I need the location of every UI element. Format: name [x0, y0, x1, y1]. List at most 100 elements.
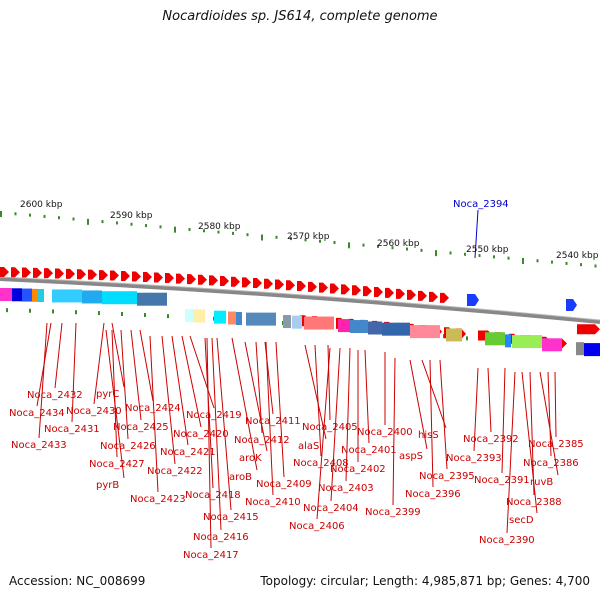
leader-line	[304, 344, 327, 440]
gene-label: Noca_2404	[303, 503, 359, 514]
gene-label: Noca_2424	[125, 403, 181, 414]
gene-label: Noca_2422	[147, 466, 203, 477]
scale-tick	[464, 252, 466, 256]
gene-arrow	[352, 285, 361, 296]
scale-tick	[72, 217, 75, 221]
leader-line	[439, 359, 448, 470]
scale-tick	[217, 230, 220, 234]
gene-arrow	[209, 275, 218, 286]
gene-arrow	[363, 286, 372, 297]
gene-label: Noca_2418	[185, 490, 241, 501]
inner-tick	[98, 311, 100, 316]
leader-line	[189, 335, 215, 409]
scale-tick	[348, 242, 350, 249]
gene-arrow	[110, 270, 119, 281]
gene-label: aroK	[239, 453, 262, 464]
scale-label-2560: 2560 kbp	[377, 239, 420, 249]
leader-line	[111, 322, 125, 388]
cog-block	[236, 311, 242, 325]
scale-tick	[101, 220, 104, 224]
scale-tick	[116, 221, 118, 225]
cog-block	[410, 325, 440, 339]
scale-ticks	[0, 211, 597, 268]
gene-arrow	[99, 270, 108, 281]
gene-label: Noca_2412	[234, 435, 290, 446]
gene-arrow	[143, 271, 152, 282]
leader-line	[275, 341, 285, 478]
scale-tick	[435, 250, 437, 257]
gene-arrow	[242, 277, 251, 288]
scale-tick	[304, 238, 307, 242]
gene-arrow	[286, 280, 295, 291]
leader-line	[211, 337, 222, 531]
scale-tick	[507, 256, 510, 260]
gene-arrow	[275, 279, 284, 290]
gene-arrow	[165, 273, 174, 284]
scale-tick	[551, 260, 553, 264]
scale-tick	[87, 218, 89, 225]
scale-tick	[406, 247, 408, 251]
cog-block	[38, 289, 44, 303]
gene-arrow	[176, 273, 185, 284]
gene-label: Noca_2399	[365, 507, 421, 518]
leader-line	[421, 359, 447, 429]
genome-backbone	[0, 277, 600, 324]
gene-arrow	[88, 269, 97, 280]
gene-labels: Noca_2432 Noca_2434 Noca_2431 Noca_2433 pyrC…	[9, 389, 584, 561]
gene-label: aroB	[229, 472, 252, 483]
gene-label: Noca_2421	[160, 447, 216, 458]
cog-block	[82, 290, 102, 304]
gene-arrow	[121, 271, 130, 282]
leader-line	[409, 359, 428, 450]
leader-line	[120, 329, 129, 440]
gene-arrow	[55, 268, 64, 279]
scale-tick	[159, 225, 162, 229]
leader-line	[327, 344, 331, 421]
inner-ticks	[6, 308, 583, 353]
leader-line	[539, 371, 559, 476]
leader-line	[204, 337, 214, 489]
accession-text: Accession: NC_008699	[9, 574, 146, 588]
scale-tick	[565, 261, 568, 265]
gene-arrow	[77, 269, 86, 280]
scale-label-2570: 2570 kbp	[287, 232, 330, 242]
leader-line	[111, 329, 118, 458]
cog-block	[228, 311, 236, 325]
cog-block	[12, 288, 22, 302]
leader-line	[364, 349, 370, 444]
gene-label: Noca_2405	[302, 422, 358, 433]
cog-block	[505, 334, 511, 348]
gene-arrow	[577, 324, 600, 335]
scale-tick	[188, 227, 191, 231]
genome-info-text: Topology: circular; Length: 4,985,871 bp…	[260, 574, 590, 588]
gene-label: hisS	[418, 430, 439, 441]
gene-arrow	[440, 292, 449, 303]
gene-label: Noca_2419	[186, 410, 242, 421]
cog-block	[338, 319, 350, 333]
gene-label: Noca_2409	[256, 479, 312, 490]
gene-arrow	[407, 289, 416, 300]
gene-arrow	[0, 267, 9, 277]
cog-block	[52, 289, 82, 303]
gene-arrow	[66, 268, 75, 279]
gene-label: Noca_2415	[203, 512, 259, 523]
leader-line	[316, 347, 331, 520]
highlight-leader	[474, 209, 479, 259]
gene-label: Noca_2396	[405, 489, 461, 500]
inner-tick	[75, 310, 77, 315]
gene-arrow	[374, 286, 383, 297]
gene-label: secD	[509, 515, 534, 526]
gene-label: pyrB	[96, 480, 119, 491]
leader-line	[501, 367, 506, 474]
gene-arrow	[385, 287, 394, 298]
cog-block	[485, 332, 505, 346]
cog-block	[214, 310, 226, 324]
leader-line	[161, 335, 176, 465]
scale-tick	[493, 255, 495, 259]
gene-label: Noca_2420	[173, 429, 229, 440]
gene-arrow	[33, 267, 42, 278]
cog-block	[102, 291, 137, 305]
cog-block	[185, 309, 193, 323]
cog-block	[22, 288, 32, 302]
